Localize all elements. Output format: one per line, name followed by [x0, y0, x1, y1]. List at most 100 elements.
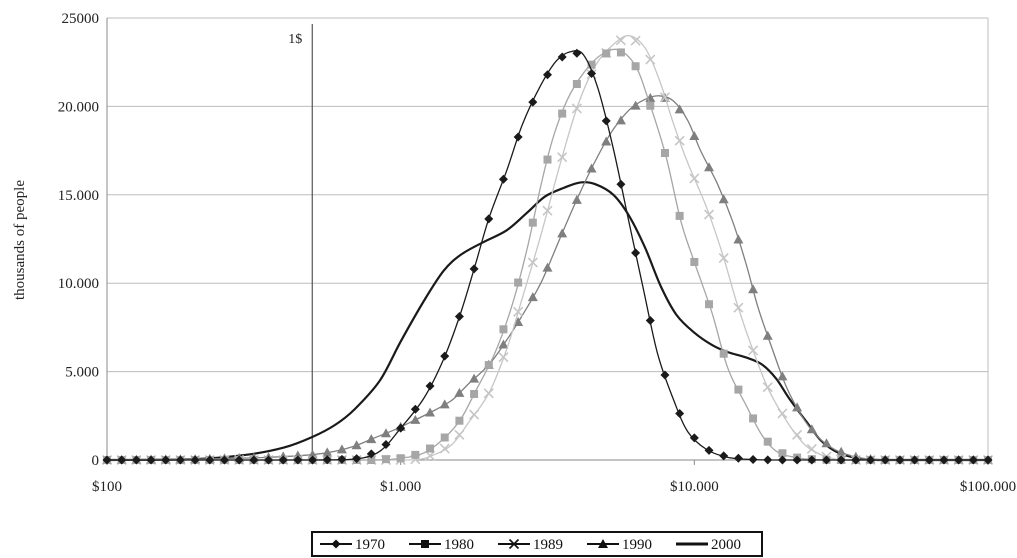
data-point-1990	[601, 136, 612, 146]
series-1990	[102, 92, 993, 464]
axes	[106, 18, 989, 465]
data-point-1989	[718, 252, 729, 264]
data-point-1989	[513, 306, 524, 317]
data-point-1970	[308, 455, 318, 465]
data-point-1970	[983, 455, 993, 465]
data-point-1990	[513, 316, 524, 326]
data-point-1980	[528, 218, 537, 227]
y-tick-label: 10.000	[58, 276, 99, 292]
data-point-1990	[615, 115, 626, 125]
data-point-1970	[425, 381, 435, 391]
series-line-1990	[106, 95, 988, 461]
data-point-1970	[205, 455, 215, 465]
data-point-1990	[322, 447, 333, 457]
data-point-1990	[704, 162, 715, 172]
data-point-1970	[645, 315, 655, 325]
data-point-1989	[527, 257, 538, 268]
data-point-1980	[381, 455, 390, 464]
data-point-1970	[469, 264, 479, 274]
data-point-1970	[102, 455, 112, 465]
data-point-1980	[690, 257, 699, 266]
data-point-1970	[895, 455, 905, 465]
data-point-1980	[616, 48, 625, 57]
data-point-1989	[762, 382, 773, 393]
data-point-1990	[689, 130, 700, 140]
data-point-1970	[249, 455, 259, 465]
series-line-1970	[106, 50, 988, 461]
data-point-1970	[161, 455, 171, 465]
data-point-1990	[806, 424, 817, 434]
x-tick-label: $1.000	[380, 479, 421, 495]
data-point-1970	[939, 455, 949, 465]
data-point-1970	[381, 439, 391, 449]
data-point-1980	[440, 433, 449, 442]
data-point-1990	[380, 428, 391, 438]
x-tick-label: $100.000	[960, 479, 1016, 495]
data-point-1970	[631, 248, 641, 258]
data-point-1990	[718, 194, 729, 204]
data-point-1970	[719, 451, 729, 461]
data-point-1989	[424, 450, 436, 461]
data-point-1980	[602, 49, 611, 58]
data-point-1970	[675, 408, 685, 418]
data-point-1980	[763, 437, 772, 446]
data-point-1980	[470, 389, 479, 398]
data-point-1989	[542, 205, 553, 216]
data-point-1970	[366, 449, 376, 459]
data-point-1989	[806, 443, 817, 455]
data-point-1970	[396, 423, 406, 433]
series-line-1989	[106, 35, 988, 461]
tick-labels: 0 5.000 10.000 15.000 20.000 25000 $100 $1.000 $…	[58, 11, 1016, 495]
data-point-1989	[777, 408, 788, 419]
data-point-1990	[469, 373, 480, 383]
data-point-1990	[674, 104, 685, 114]
data-point-1989	[748, 345, 759, 356]
data-point-1970	[337, 454, 347, 464]
data-point-1970	[572, 48, 582, 58]
series-1970	[102, 48, 993, 465]
reference-line: 1$	[288, 24, 313, 460]
data-point-1970	[264, 455, 274, 465]
data-point-1990	[351, 440, 362, 450]
y-tick-label: 5.000	[65, 365, 99, 381]
data-point-1970	[836, 455, 846, 465]
y-tick-label: 20.000	[58, 99, 99, 115]
data-point-1970	[704, 445, 714, 455]
data-point-1989	[630, 35, 641, 46]
data-point-1990	[425, 407, 436, 417]
data-point-1970	[689, 433, 699, 443]
data-point-1980	[572, 80, 581, 89]
legend-marker-1989	[508, 538, 520, 550]
data-point-1970	[616, 179, 626, 189]
data-point-1970	[557, 52, 567, 62]
data-point-1970	[587, 69, 597, 79]
y-tick-label: 0	[92, 453, 100, 469]
data-point-1970	[733, 453, 743, 463]
data-point-1990	[586, 163, 597, 173]
data-point-1980	[426, 444, 435, 453]
data-point-1989	[483, 388, 494, 399]
legend-marker-1990	[598, 539, 608, 548]
data-point-1970	[131, 455, 141, 465]
data-point-1970	[410, 404, 420, 414]
data-point-1980	[646, 101, 655, 110]
series-layer	[101, 35, 994, 466]
data-point-1980	[499, 325, 508, 334]
data-point-1970	[190, 455, 200, 465]
data-point-1980	[484, 361, 493, 370]
series-1989	[101, 35, 994, 466]
data-point-1980	[719, 349, 728, 358]
data-point-1980	[675, 211, 684, 220]
data-point-1990	[498, 339, 509, 349]
data-point-1990	[527, 292, 538, 302]
data-point-1970	[968, 455, 978, 465]
data-point-1970	[440, 351, 450, 361]
data-point-1980	[749, 414, 758, 423]
data-point-1970	[792, 455, 802, 465]
data-point-1970	[219, 455, 229, 465]
data-point-1970	[763, 455, 773, 465]
data-point-1980	[396, 454, 405, 463]
data-point-1989	[557, 152, 568, 163]
data-point-1990	[836, 446, 847, 456]
